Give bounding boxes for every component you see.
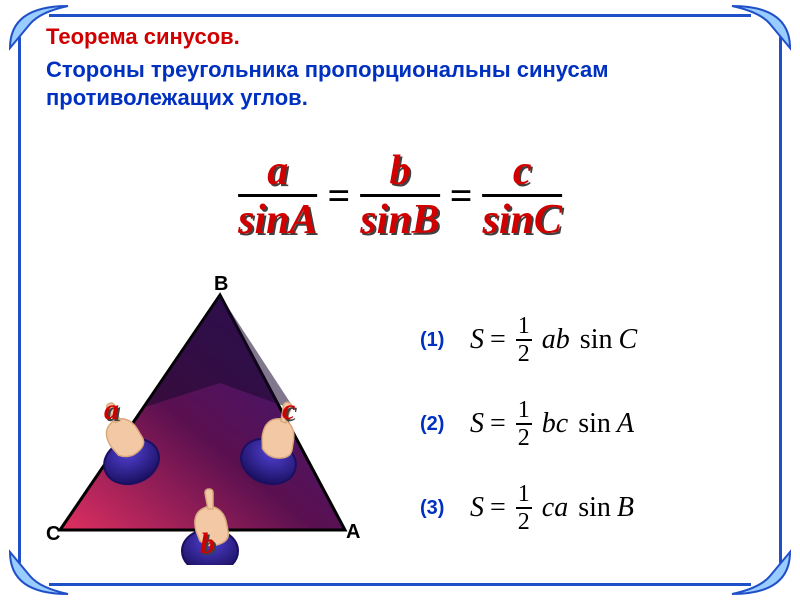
- formula-row-3: (3) S = 12 ca sin B: [420, 482, 637, 534]
- formula-lhs: S: [470, 324, 484, 356]
- formula-vars: ab: [542, 324, 570, 356]
- theorem-statement: Стороны треугольника пропорциональны син…: [46, 56, 760, 111]
- triangle-svg: [50, 285, 380, 565]
- side-label-b: b: [200, 527, 215, 561]
- formula-angle: C: [618, 324, 637, 356]
- one-half: 12: [516, 314, 532, 366]
- formula-index: (3): [420, 497, 454, 520]
- vertex-label-A: A: [346, 521, 360, 544]
- fraction-c: c sinC: [482, 150, 561, 241]
- formula-row-1: (1) S = 12 ab sin C: [420, 314, 637, 366]
- formula-index: (1): [420, 329, 454, 352]
- area-formula-list: (1) S = 12 ab sin C (2) S = 12 bc sin A …: [420, 300, 637, 566]
- equals-sign: =: [450, 172, 473, 219]
- formula-index: (2): [420, 413, 454, 436]
- formula-row-2: (2) S = 12 bc sin A: [420, 398, 637, 450]
- side-label-a: a: [104, 393, 119, 427]
- side-label-c: c: [282, 393, 295, 427]
- fraction-a: a sinA: [238, 150, 317, 241]
- sine-law-equation: a sinA = b sinB = c sinC: [238, 150, 562, 241]
- theorem-title: Теорема синусов.: [46, 24, 240, 50]
- fraction-b: b sinB: [360, 150, 439, 241]
- vertex-label-B: B: [214, 273, 228, 296]
- equals-sign: =: [328, 172, 351, 219]
- triangle-diagram: a c b A B C: [50, 285, 380, 565]
- vertex-label-C: C: [46, 523, 60, 546]
